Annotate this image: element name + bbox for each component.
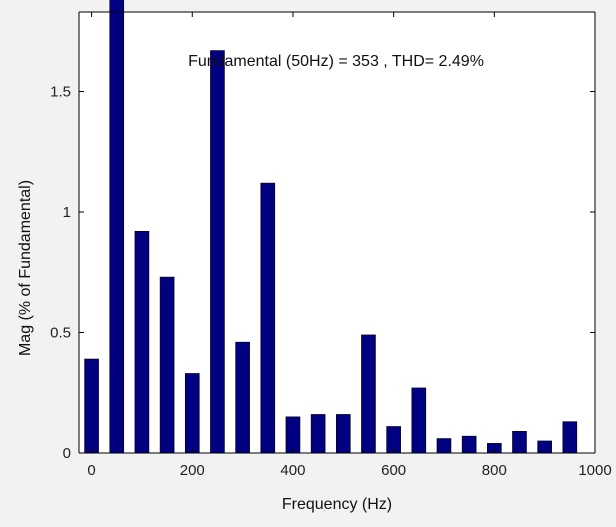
- bar-500hz: [335, 414, 351, 454]
- bar-900hz: [537, 440, 552, 454]
- chart-title: Fundamental (50Hz) = 353 , THD= 2.49%: [188, 53, 484, 70]
- bar-950hz: [562, 421, 578, 454]
- bar-550hz: [361, 334, 376, 454]
- y-tick-label: 1.5: [50, 84, 71, 101]
- y-tick-label: 0.5: [50, 325, 71, 342]
- bar-350hz: [260, 182, 276, 454]
- ticks: 0 200 400 600 800 1000 0 0.5 1 1.5: [50, 12, 612, 479]
- axes: [78, 11, 596, 454]
- bar-450hz: [310, 414, 326, 454]
- bar-400hz: [285, 416, 301, 454]
- bar-300hz: [235, 341, 250, 454]
- bar-750hz: [461, 435, 477, 454]
- bar-100hz: [134, 230, 150, 454]
- bars: [84, 0, 578, 454]
- x-tick-label: 800: [482, 462, 507, 479]
- x-tick-label: 200: [180, 462, 205, 479]
- y-tick-label: 1: [63, 204, 71, 221]
- bar-650hz: [411, 387, 427, 454]
- bar-200hz: [184, 373, 200, 454]
- bar-850hz: [512, 431, 527, 454]
- bar-150hz: [159, 276, 175, 454]
- plot-area: [79, 12, 595, 453]
- y-tick-label: 0: [63, 445, 71, 462]
- x-tick-label: 400: [280, 462, 305, 479]
- y-axis-title: Mag (% of Fundamental): [17, 180, 34, 356]
- x-tick-label: 600: [381, 462, 406, 479]
- x-tick-label: 1000: [578, 462, 611, 479]
- x-tick-label: 0: [87, 462, 95, 479]
- bar-700hz: [436, 438, 452, 454]
- bar-250hz: [210, 50, 225, 454]
- bar-50hz: [109, 0, 125, 454]
- x-axis-title: Frequency (Hz): [282, 496, 392, 513]
- bar-0hz: [84, 358, 99, 454]
